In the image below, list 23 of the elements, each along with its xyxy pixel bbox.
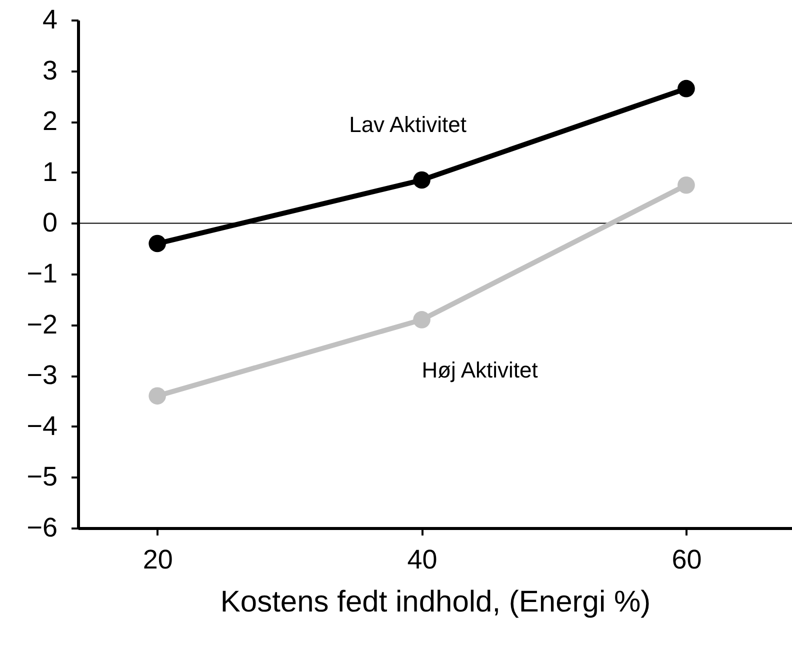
point [413, 171, 430, 189]
y-tick-label: −4 [26, 410, 58, 441]
series-label: Lav Aktivitet [349, 112, 466, 138]
x-tick-label: 60 [672, 544, 702, 574]
series-label: Høj Aktivitet [422, 358, 538, 383]
y-tick-label: −6 [26, 512, 58, 542]
x-axis-title: Kostens fedt indhold, (Energi %) [220, 586, 651, 618]
point [148, 387, 166, 405]
y-tick-label: 3 [42, 55, 58, 86]
point [148, 234, 166, 252]
y-tick-label: −2 [26, 309, 58, 340]
y-tick-label: 1 [42, 156, 58, 187]
y-tick-label: 4 [42, 4, 58, 34]
y-tick-label: −5 [26, 462, 58, 492]
y-tick-label: −1 [26, 258, 58, 288]
y-tick-label: −3 [26, 360, 58, 390]
y-tick-label: 2 [42, 106, 58, 136]
y-tick-label: 0 [42, 208, 58, 238]
point [678, 80, 695, 98]
x-tick-label: 40 [407, 544, 438, 574]
point [413, 311, 430, 328]
point [678, 176, 695, 194]
x-tick-label: 20 [142, 544, 173, 574]
